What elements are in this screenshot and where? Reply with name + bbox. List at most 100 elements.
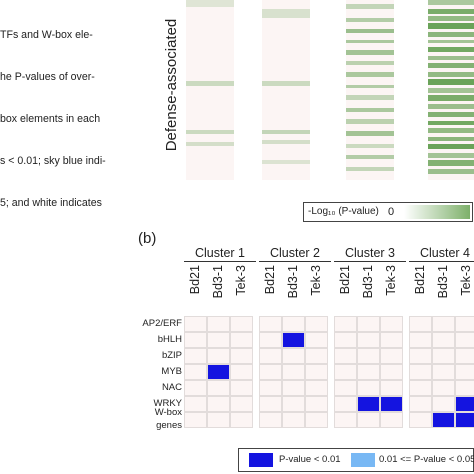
heatmap-cell bbox=[428, 95, 474, 101]
cluster-title: Cluster 4 bbox=[419, 246, 471, 260]
heatmap-cell bbox=[428, 55, 474, 61]
heatmap-color-legend: -Log₁₀ (P-value) 0 bbox=[303, 202, 473, 222]
row-label: bHLH bbox=[157, 334, 182, 345]
row-label: W-box genes bbox=[154, 407, 182, 431]
column-label: Bd21 bbox=[263, 265, 277, 295]
grid-cell bbox=[305, 332, 328, 348]
heatmap-column bbox=[346, 0, 394, 180]
heatmap-cell bbox=[428, 79, 474, 85]
heatmap-cell bbox=[346, 154, 394, 160]
grid-cell bbox=[455, 380, 474, 396]
heatmap-cell bbox=[428, 169, 474, 174]
grid-cell bbox=[282, 316, 305, 332]
grid-cell bbox=[230, 348, 253, 364]
heatmap-cell bbox=[346, 28, 394, 34]
grid-cell bbox=[409, 348, 432, 364]
grid-cell bbox=[357, 364, 380, 380]
heatmap-cell bbox=[346, 144, 394, 148]
legend-gradient bbox=[404, 205, 470, 219]
heatmap-cell bbox=[346, 3, 394, 9]
grid-cell bbox=[184, 364, 207, 380]
grid-cell bbox=[305, 380, 328, 396]
grid-cell bbox=[380, 380, 403, 396]
grid-cell bbox=[409, 316, 432, 332]
heatmap-cell bbox=[186, 142, 234, 146]
grid-cell bbox=[184, 332, 207, 348]
grid-cell bbox=[305, 364, 328, 380]
grid-cell bbox=[432, 316, 455, 332]
heatmap-cell bbox=[186, 81, 234, 86]
heatmap-column bbox=[262, 0, 310, 180]
grid-cell bbox=[409, 396, 432, 412]
grid-cell bbox=[357, 316, 380, 332]
grid-cell bbox=[334, 364, 357, 380]
grid-cell bbox=[207, 412, 230, 428]
heatmap-cell bbox=[428, 111, 474, 117]
grid-cell bbox=[259, 316, 282, 332]
grid-cell bbox=[455, 348, 474, 364]
heatmap-cell bbox=[428, 39, 474, 44]
grid-cell bbox=[282, 412, 305, 428]
panel-b-label: (b) bbox=[138, 230, 157, 247]
grid-cell bbox=[455, 316, 474, 332]
grid-cell bbox=[282, 364, 305, 380]
row-label: NAC bbox=[161, 382, 182, 393]
caption-line: TFs and W-box ele- bbox=[0, 29, 93, 41]
row-label: WRKY bbox=[153, 398, 183, 409]
grid-cell bbox=[455, 396, 474, 412]
grid-cell bbox=[207, 364, 230, 380]
heatmap-cell bbox=[428, 23, 474, 29]
grid-cell bbox=[432, 348, 455, 364]
grid-cell bbox=[357, 412, 380, 428]
grid-cell bbox=[380, 332, 403, 348]
grid-cell bbox=[305, 412, 328, 428]
column-label: Tek-3 bbox=[309, 265, 323, 296]
grid-cell bbox=[259, 412, 282, 428]
legend-swatch-light bbox=[351, 453, 375, 467]
heatmap-cell bbox=[428, 136, 474, 142]
legend-label: -Log₁₀ (P-value) bbox=[308, 206, 379, 217]
grid-cell bbox=[207, 316, 230, 332]
column-label: Bd3-1 bbox=[211, 265, 225, 299]
cluster-title: Cluster 2 bbox=[269, 246, 321, 260]
grid-cell bbox=[455, 412, 474, 428]
grid-cell bbox=[334, 316, 357, 332]
grid-cell bbox=[432, 364, 455, 380]
grid-cell bbox=[334, 380, 357, 396]
heatmap-cell bbox=[346, 118, 394, 125]
grid-cell bbox=[282, 348, 305, 364]
grid-cell bbox=[357, 348, 380, 364]
cluster-divider bbox=[184, 261, 256, 262]
heatmap-cell bbox=[262, 9, 310, 18]
heatmap-cell bbox=[428, 120, 474, 126]
grid-cell bbox=[282, 396, 305, 412]
grid-cell bbox=[380, 412, 403, 428]
grid-cell bbox=[184, 396, 207, 412]
row-label: AP2/ERF bbox=[142, 318, 182, 329]
cluster-divider bbox=[259, 261, 331, 262]
grid-cell bbox=[334, 412, 357, 428]
grid-cell bbox=[259, 348, 282, 364]
heatmap-cell bbox=[346, 72, 394, 78]
heatmap-cell bbox=[428, 144, 474, 150]
heatmap-cell bbox=[428, 0, 474, 6]
column-label: Bd3-1 bbox=[436, 265, 450, 299]
heatmap-cell bbox=[428, 72, 474, 77]
heatmap-cell bbox=[262, 140, 310, 144]
grid-cell bbox=[455, 364, 474, 380]
grid-cell bbox=[305, 316, 328, 332]
heatmap-cell bbox=[428, 127, 474, 134]
legend-min-value: 0 bbox=[388, 206, 395, 218]
caption-line: box elements in each bbox=[0, 113, 101, 125]
heatmap-cell bbox=[262, 160, 310, 164]
grid-cell bbox=[432, 396, 455, 412]
grid-cell bbox=[259, 364, 282, 380]
heatmap-cell bbox=[346, 95, 394, 100]
heatmap-cell bbox=[346, 18, 394, 22]
grid-cell bbox=[380, 396, 403, 412]
grid-cell bbox=[357, 332, 380, 348]
column-label: Bd21 bbox=[188, 265, 202, 295]
legend-text: 0.01 <= P-value < 0.05 bbox=[379, 454, 474, 465]
cluster-divider bbox=[409, 261, 474, 262]
grid-cell bbox=[230, 412, 253, 428]
